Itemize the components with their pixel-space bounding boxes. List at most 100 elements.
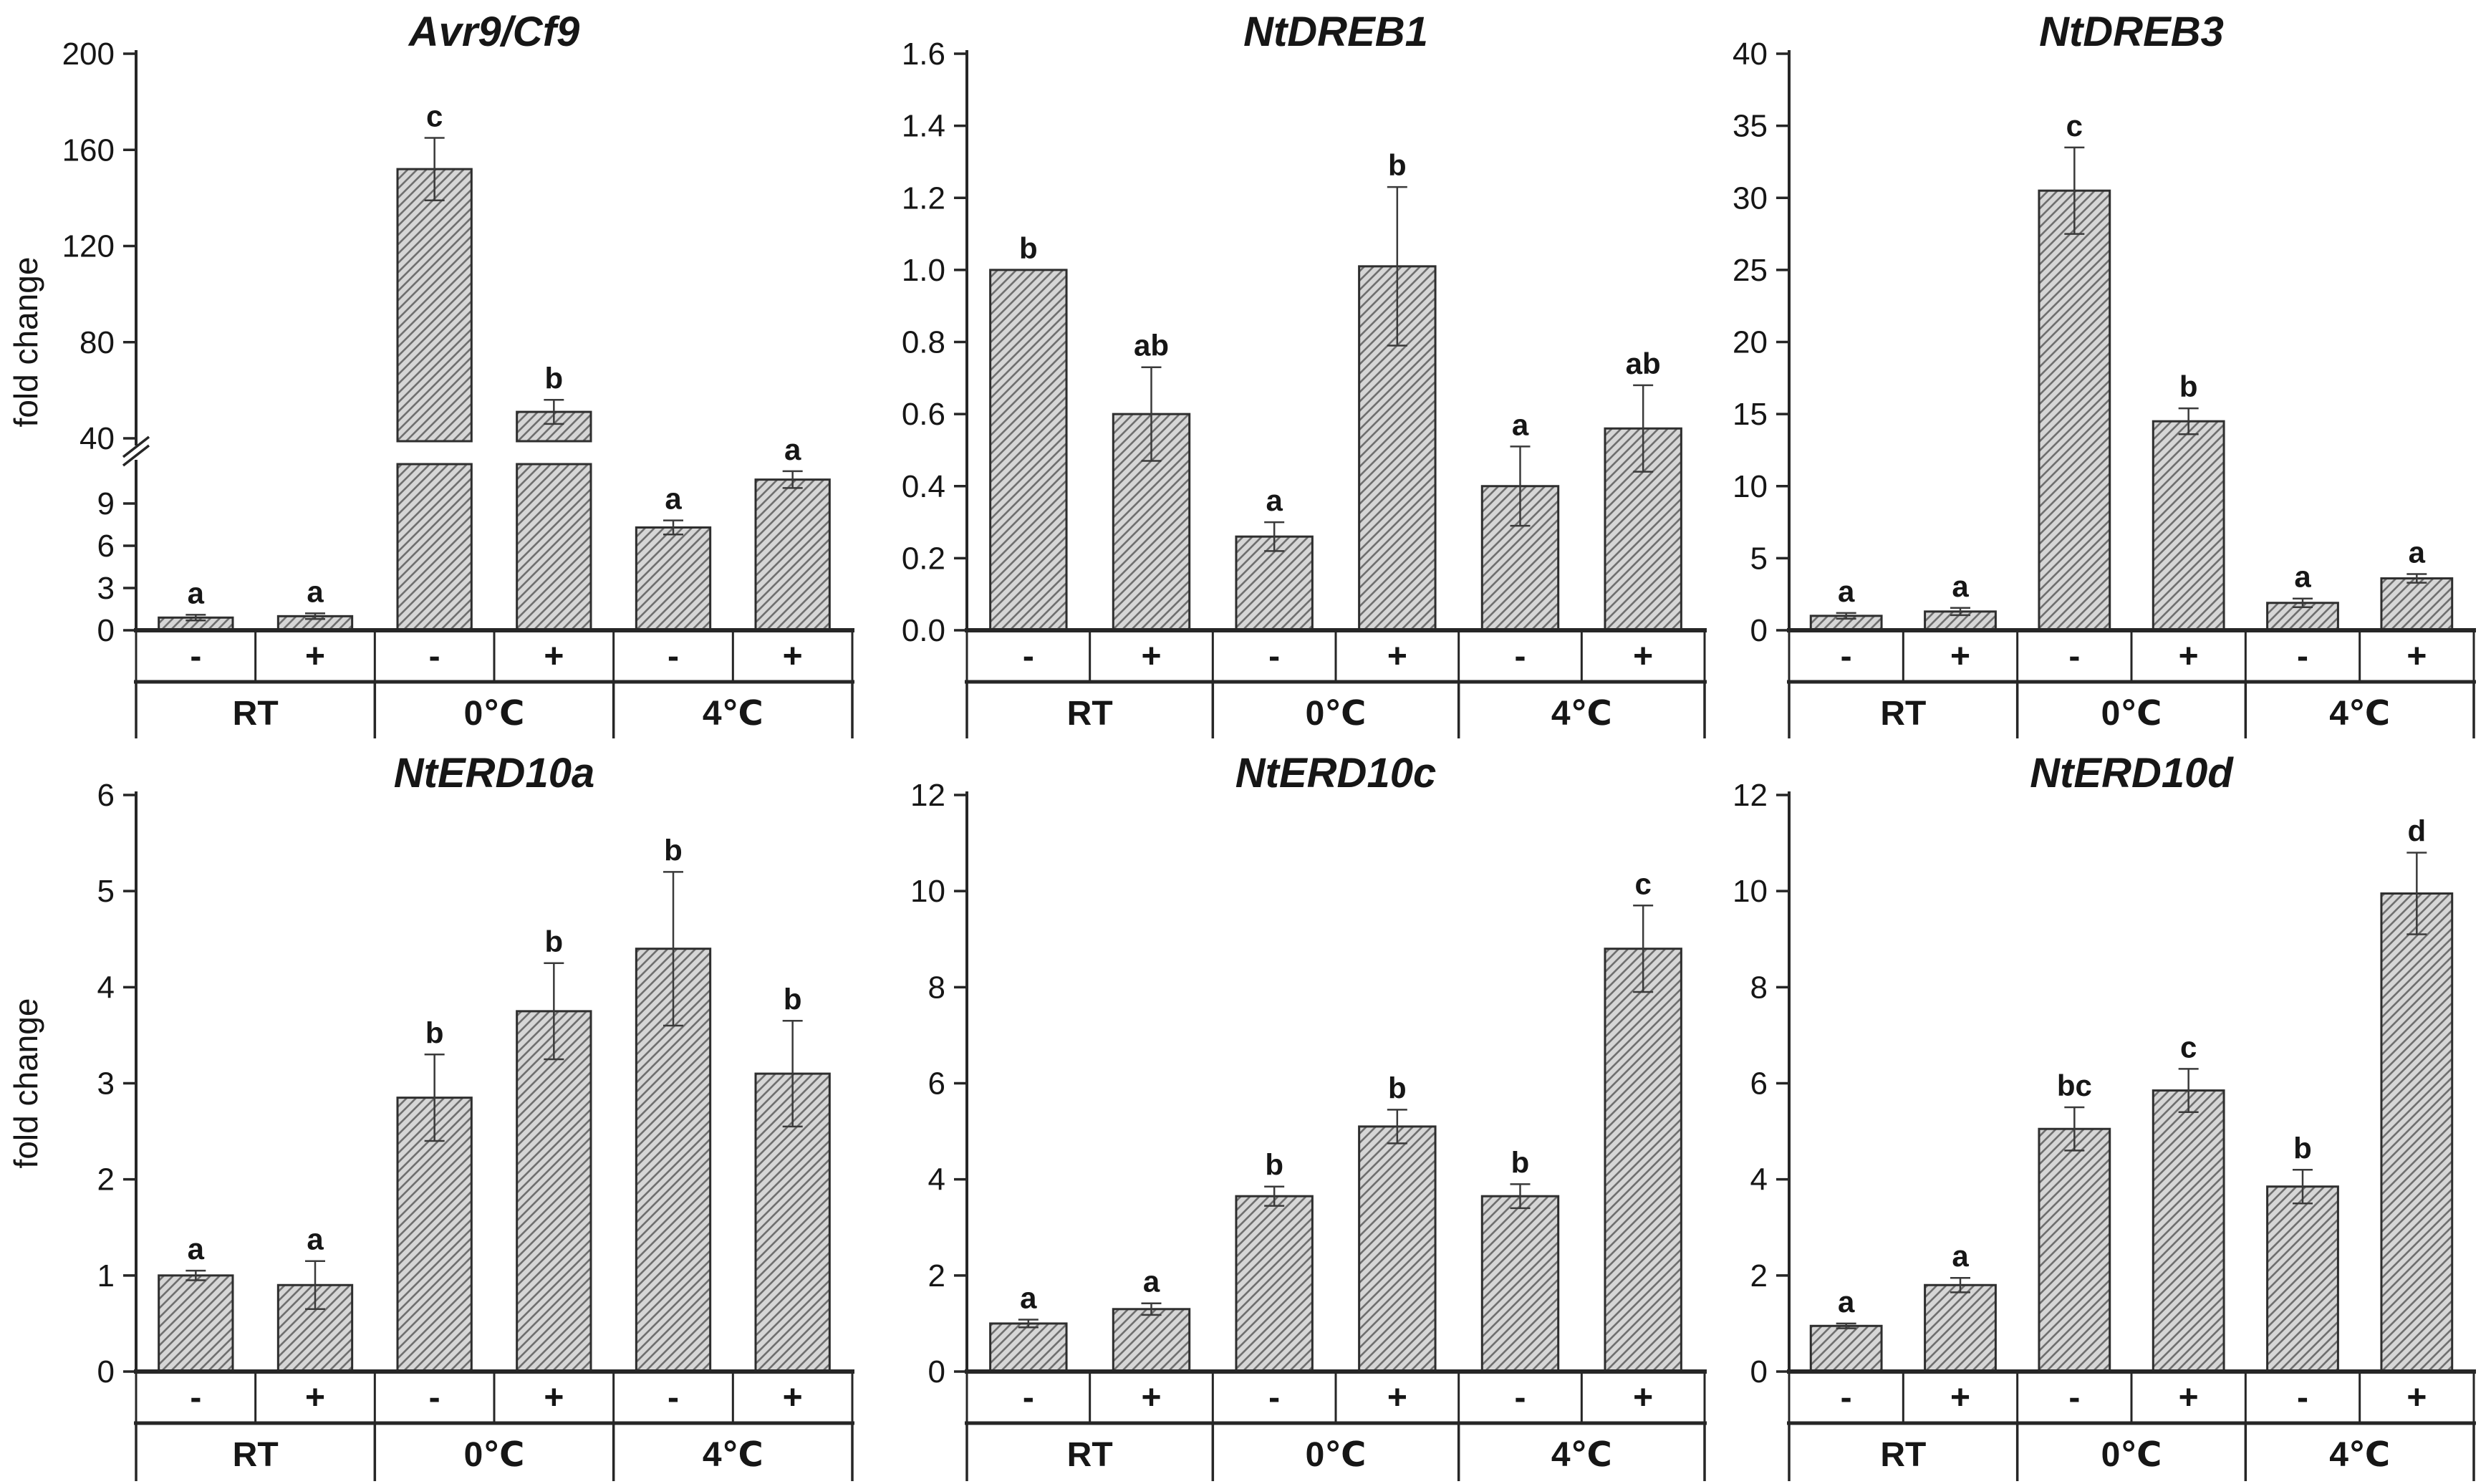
significance-letter: c xyxy=(2066,109,2083,143)
y-tick-label: 0.0 xyxy=(902,613,945,648)
bar-lower-piece xyxy=(396,463,473,632)
condition-label: + xyxy=(1387,1379,1407,1417)
condition-label: + xyxy=(2406,1379,2427,1417)
condition-label: + xyxy=(2406,637,2427,675)
significance-letter: ab xyxy=(1134,329,1169,362)
y-tick-label: 10 xyxy=(1733,469,1768,504)
y-axis-title: fold change xyxy=(7,257,44,428)
error-bars-group xyxy=(1836,146,2427,620)
bar-lower-piece xyxy=(516,463,592,632)
y-tick-label: 1.2 xyxy=(902,180,945,216)
condition-label: - xyxy=(1515,637,1526,675)
axis-break-icon xyxy=(122,435,150,458)
bar xyxy=(2038,189,2111,632)
group-label: 4℃ xyxy=(703,695,763,733)
condition-label: + xyxy=(305,1379,325,1417)
condition-label: + xyxy=(544,1379,564,1417)
y-tick-label: 80 xyxy=(80,325,115,360)
group-label: 0℃ xyxy=(1306,695,1367,733)
y-tick-label: 6 xyxy=(97,778,115,813)
condition-label: + xyxy=(1141,637,1161,675)
bars-group xyxy=(989,265,1682,632)
condition-label: - xyxy=(1023,1379,1034,1417)
y-tick-label: 9 xyxy=(97,486,115,521)
significance-letter: a xyxy=(307,574,324,608)
y-tick-label: 6 xyxy=(928,1066,945,1102)
condition-label: - xyxy=(190,1379,201,1417)
condition-label: + xyxy=(1141,1379,1161,1417)
condition-label: - xyxy=(2068,637,2080,675)
y-tick-label: 1.6 xyxy=(902,37,945,72)
group-label: 4℃ xyxy=(2329,1436,2390,1474)
y-tick-label: 6 xyxy=(97,529,115,564)
bar xyxy=(2266,1185,2339,1373)
significance-letter: b xyxy=(1388,148,1407,182)
group-label: 4℃ xyxy=(1551,1436,1612,1474)
error-bars-group xyxy=(186,871,803,1311)
y-tick-label: 30 xyxy=(1733,180,1768,216)
group-label: 4℃ xyxy=(2329,695,2390,733)
condition-label: - xyxy=(2068,1379,2080,1417)
bar xyxy=(2152,1089,2225,1373)
condition-label: - xyxy=(668,637,679,675)
significance-letter: d xyxy=(2408,814,2427,848)
y-tick-label: 4 xyxy=(928,1162,945,1198)
significance-letter: a xyxy=(1952,569,1969,603)
significance-letter: c xyxy=(1634,867,1651,900)
x-axis-table xyxy=(965,628,1707,738)
significance-letter: bc xyxy=(2057,1069,2092,1102)
y-tick-label: 0 xyxy=(1750,1354,1768,1389)
condition-label: + xyxy=(2179,637,2199,675)
y-tick-label: 4 xyxy=(97,970,115,1005)
significance-letter: c xyxy=(2180,1030,2197,1064)
significance-letter: a xyxy=(188,1232,205,1266)
y-tick-label: 120 xyxy=(62,229,115,264)
bar xyxy=(1235,535,1314,632)
y-axis xyxy=(123,791,138,1373)
condition-label: - xyxy=(1841,1379,1852,1417)
y-tick-label: 25 xyxy=(1733,253,1768,288)
x-axis-table xyxy=(965,1369,1707,1481)
y-axis xyxy=(122,50,150,632)
significance-letter: a xyxy=(1143,1265,1160,1298)
y-tick-label: 6 xyxy=(1750,1066,1768,1102)
y-tick-label: 1.0 xyxy=(902,253,945,288)
y-tick-label: 0 xyxy=(97,1354,115,1389)
y-tick-label: 2 xyxy=(928,1258,945,1293)
bars-group xyxy=(1809,189,2454,632)
condition-label: + xyxy=(1633,637,1653,675)
significance-letter: a xyxy=(1952,1239,1969,1273)
bar xyxy=(2152,420,2225,632)
y-tick-label: 35 xyxy=(1733,109,1768,144)
error-bars-group xyxy=(1018,905,1654,1329)
y-axis xyxy=(954,50,968,632)
x-axis-table xyxy=(1787,1369,2476,1481)
condition-label: - xyxy=(190,637,201,675)
condition-label: + xyxy=(1633,1379,1653,1417)
y-tick-label: 160 xyxy=(62,132,115,168)
condition-label: - xyxy=(429,637,440,675)
significance-letter: b xyxy=(784,982,802,1016)
group-label: RT xyxy=(1067,695,1113,733)
significance-letter: b xyxy=(1388,1071,1407,1104)
y-tick-label: 40 xyxy=(80,421,115,456)
x-axis-table xyxy=(134,1369,854,1481)
condition-label: - xyxy=(2297,1379,2308,1417)
bar-upper-piece xyxy=(396,168,473,443)
x-axis-table xyxy=(1787,628,2476,738)
condition-label: + xyxy=(783,1379,803,1417)
group-label: 4℃ xyxy=(1551,695,1612,733)
bar xyxy=(989,1322,1068,1373)
condition-label: - xyxy=(1515,1379,1526,1417)
x-axis-table xyxy=(134,628,854,738)
group-label: 0℃ xyxy=(464,695,525,733)
y-tick-label: 200 xyxy=(62,37,115,72)
chart-title: NtERD10d xyxy=(2030,750,2234,796)
bar xyxy=(2380,892,2454,1373)
y-tick-label: 0.8 xyxy=(902,325,945,360)
chart-title: NtDREB1 xyxy=(1243,9,1428,55)
condition-label: - xyxy=(1268,1379,1280,1417)
y-tick-label: 8 xyxy=(928,970,945,1005)
